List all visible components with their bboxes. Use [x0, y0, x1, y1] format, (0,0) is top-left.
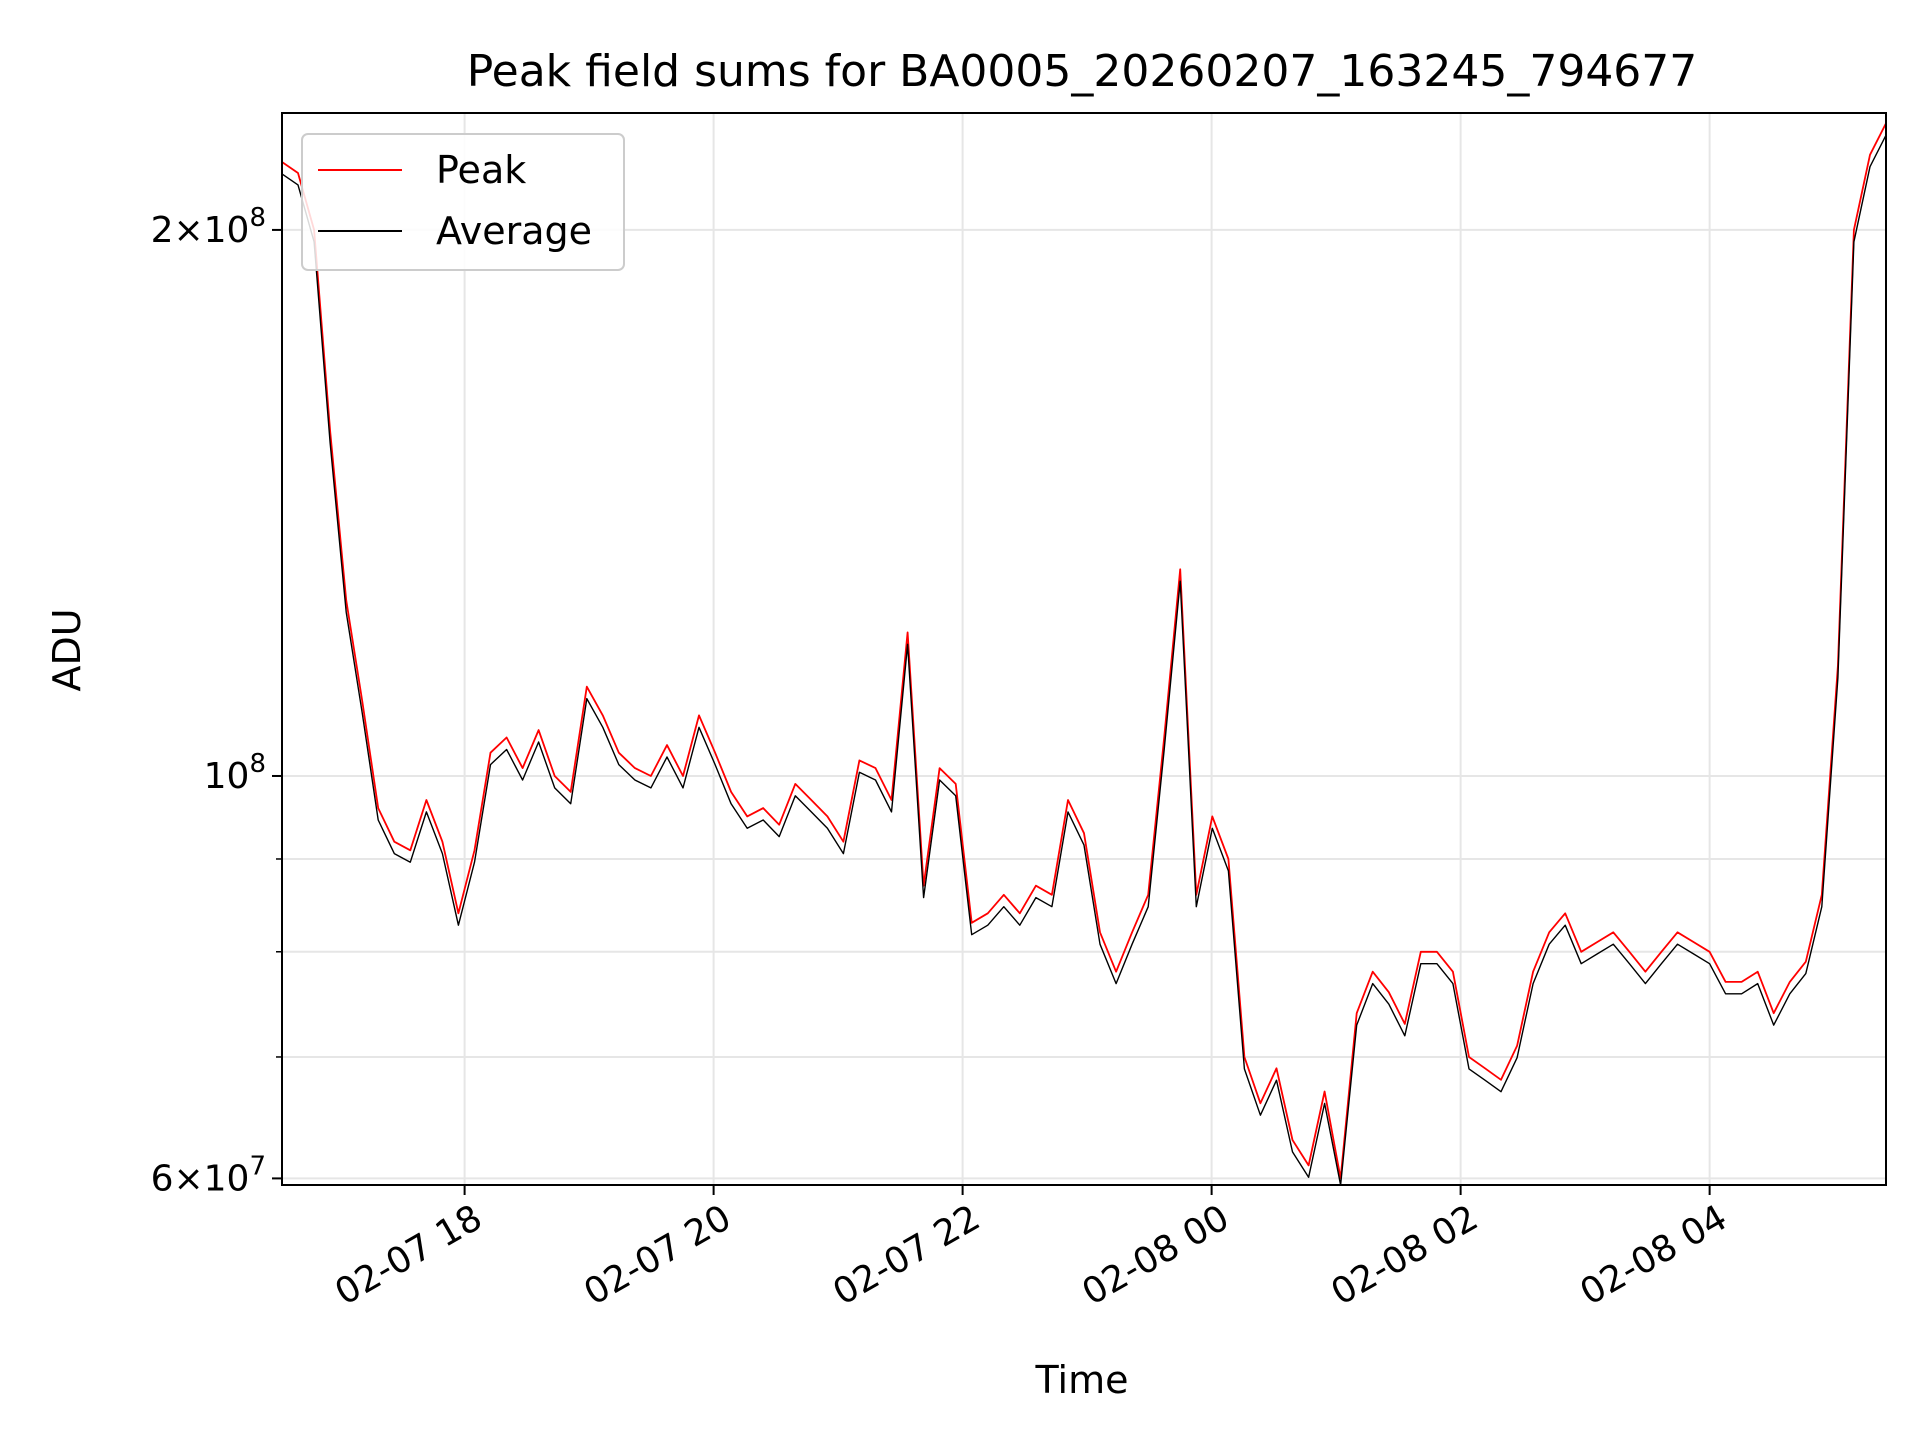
series-layer — [281, 122, 1887, 1186]
y-tick-label: 108 — [204, 749, 266, 797]
y-tick-label: 6×107 — [151, 1151, 266, 1199]
legend: Peak Average — [301, 133, 625, 271]
x-tick-label: 02-07 22 — [826, 1197, 987, 1313]
series-line-peak — [281, 122, 1887, 1180]
legend-average-label: Average — [436, 209, 592, 253]
chart-title: Peak field sums for BA0005_20260207_1632… — [467, 46, 1698, 97]
y-tick-label: 2×108 — [151, 203, 266, 251]
legend-peak-label: Peak — [436, 148, 526, 192]
x-tick-label: 02-07 18 — [328, 1197, 489, 1313]
x-tick-label: 02-07 20 — [577, 1197, 738, 1313]
series-line-average — [281, 134, 1887, 1186]
grid — [282, 113, 1886, 1185]
x-tick-label: 02-08 00 — [1075, 1197, 1236, 1313]
x-ticks: 02-07 18 02-07 20 02-07 22 02-08 00 02-08 02… — [328, 1185, 1734, 1314]
legend-box — [301, 133, 625, 271]
x-tick-label: 02-08 02 — [1324, 1197, 1485, 1313]
x-axis-label: Time — [1035, 1358, 1129, 1402]
plot-frame — [281, 112, 1887, 1186]
x-tick-label: 02-08 04 — [1573, 1197, 1734, 1313]
y-axis-label: ADU — [45, 608, 89, 691]
y-ticks: 6×107 108 2×108 — [151, 203, 282, 1199]
